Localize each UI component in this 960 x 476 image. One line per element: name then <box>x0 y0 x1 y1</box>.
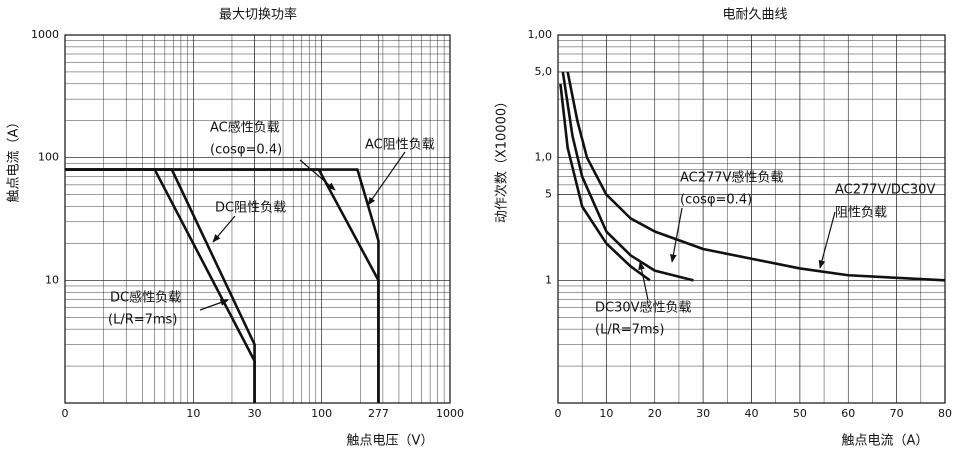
annotation: (cosφ=0.4) <box>210 143 282 158</box>
plot-frame <box>64 34 451 404</box>
annotation: DC阻性负载 <box>215 201 286 216</box>
x-tick-label: 60 <box>841 407 855 420</box>
x-tick-label: 30 <box>696 407 710 420</box>
annotation: (L/R=7ms) <box>595 323 664 338</box>
y-axis-label: 触点电流（A） <box>7 116 22 203</box>
chart-title: 电耐久曲线 <box>722 8 787 23</box>
y-tick-label: 1000 <box>31 28 59 41</box>
series-line <box>65 168 256 403</box>
annotation-arrow <box>199 299 229 311</box>
annotation: AC277V/DC30V <box>835 183 935 198</box>
annotation-arrow <box>818 211 836 269</box>
annotation-arrow <box>212 215 236 243</box>
y-axis-label: 动作次数（X10000） <box>494 95 510 223</box>
y-tick-label: 1,00 <box>528 28 553 41</box>
y-tick-label: 5 <box>545 188 552 201</box>
x-tick-label: 70 <box>890 407 904 420</box>
annotation: DC30V感性负载 <box>595 300 692 316</box>
annotation: (cosφ=0.4) <box>680 193 752 208</box>
x-tick-label: 40 <box>745 407 759 420</box>
x-tick-label: 30 <box>248 407 262 420</box>
x-tick-label: 0 <box>555 407 562 420</box>
x-tick-label: 80 <box>938 407 952 420</box>
y-tick-label: 100 <box>38 151 59 164</box>
x-tick-label: 277 <box>368 407 389 420</box>
annotation-arrow <box>670 207 683 263</box>
y-tick-label: 10 <box>45 273 59 286</box>
x-tick-label: 50 <box>793 407 807 420</box>
annotation: (L/R=7ms) <box>108 313 177 328</box>
annotation: AC感性负载 <box>210 120 280 136</box>
annotation: AC277V感性负载 <box>680 170 783 186</box>
annotation-arrow <box>367 151 406 206</box>
y-tick-label: 5,0 <box>535 65 553 78</box>
x-tick-label: 10 <box>599 407 613 420</box>
x-axis-label: 触点电压（V） <box>347 434 434 449</box>
series-line <box>559 83 651 282</box>
annotation-arrow <box>638 261 649 301</box>
chart-title: 最大切换功率 <box>219 7 297 23</box>
x-tick-label: 1000 <box>436 407 464 420</box>
y-tick-label: 1,0 <box>535 151 553 164</box>
y-tick-label: 1 <box>545 273 552 286</box>
x-tick-label: 100 <box>311 407 332 420</box>
annotation: 阻性负载 <box>835 206 887 221</box>
series-line <box>561 71 694 282</box>
annotation-arrow <box>299 159 336 191</box>
x-tick-label: 10 <box>186 407 200 420</box>
series-line <box>65 168 380 403</box>
plot-frame <box>557 34 946 404</box>
x-axis-label: 触点电流（A） <box>842 434 929 449</box>
annotation: DC感性负载 <box>110 290 181 306</box>
series-line <box>566 71 946 282</box>
x-tick-label: 20 <box>648 407 662 420</box>
annotation: AC阻性负载 <box>365 138 435 153</box>
x-tick-label: 0 <box>62 407 69 420</box>
